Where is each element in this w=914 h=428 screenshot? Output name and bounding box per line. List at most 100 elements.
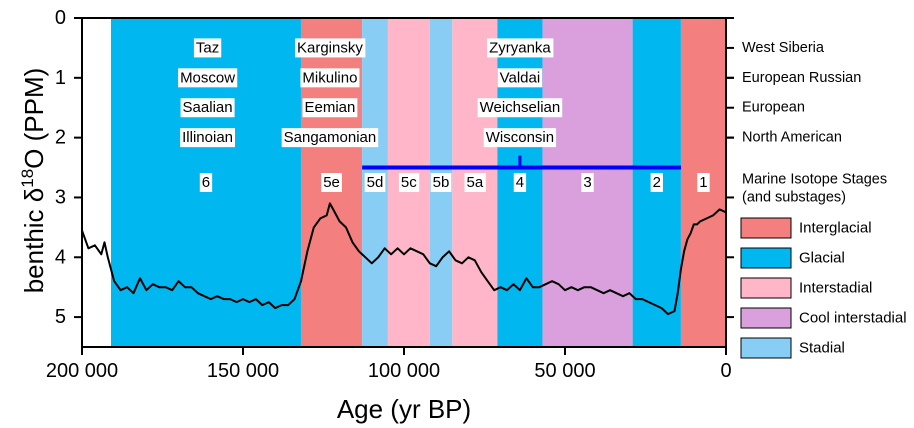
marine-isotope-stage-bar <box>362 155 681 170</box>
stage-name-karginsky: Karginsky <box>297 39 363 56</box>
stage-name-wisconsin-group: Wisconsin <box>483 128 557 148</box>
legend-label-glacial: Glacial <box>799 250 845 267</box>
stage-name-illinoian: Illinoian <box>182 129 233 146</box>
series-line <box>81 202 727 316</box>
legend-label-stadial: Stadial <box>799 340 845 357</box>
right-side-labels: West Siberia European Russian European Nort… <box>742 40 887 206</box>
legend-label-interglacial: Interglacial <box>799 220 872 237</box>
stage-label-5b-bg <box>430 173 452 192</box>
stage-name-mikulino: Mikulino <box>302 69 357 86</box>
legend-label-cool_interstadial: Cool interstadial <box>799 310 907 327</box>
legend-swatch-interglacial <box>740 217 792 239</box>
stage-label-4-bg <box>513 173 527 192</box>
stage-label-1-bg <box>697 173 710 192</box>
stage-label-5d-group: 5d <box>364 173 386 192</box>
stage-label-5b: 5b <box>433 174 450 191</box>
stage-name-moscow-bg <box>178 68 238 88</box>
stage-label-5c-bg <box>398 173 420 192</box>
stage-name-eemian: Eemian <box>305 99 356 116</box>
stage-name-weichselian: Weichselian <box>480 99 561 116</box>
stage-name-wisconsin-bg <box>483 128 557 148</box>
stage-name-valdai: Valdai <box>500 69 541 86</box>
y-axis-title-rest: O (PPM) <box>19 68 49 169</box>
stage-label-5b-group: 5b <box>430 173 452 192</box>
x-tick-label: 100 000 <box>368 360 440 382</box>
stage-label-3-group: 3 <box>581 173 594 192</box>
legend-swatch-glacial <box>740 247 792 269</box>
stage-label-6-bg <box>199 173 213 192</box>
y-tick-label: 4 <box>55 246 66 268</box>
stage-label-5e-group: 5e <box>321 173 342 192</box>
stage-name-sangamonian-bg <box>281 128 379 148</box>
stage-label-4-group: 4 <box>513 173 527 192</box>
right-label: West Siberia <box>742 40 825 56</box>
y-axis-title: benthic δ18O (PPM) <box>18 68 49 294</box>
stage-name-illinoian-bg <box>180 128 236 148</box>
stage-name-sangamonian-group: Sangamonian <box>281 128 379 148</box>
stage-name-zyryanka: Zyryanka <box>489 39 551 56</box>
right-label: Marine Isotope Stages <box>742 172 887 188</box>
legend-label-interstadial: Interstadial <box>799 280 872 297</box>
x-tick-label: 50 000 <box>534 360 595 382</box>
stage-label-2: 2 <box>653 174 661 191</box>
stage-label-6-group: 6 <box>199 173 213 192</box>
x-tick-label: 0 <box>720 360 731 382</box>
stage-name-zyryanka-group: Zyryanka <box>487 38 554 58</box>
stage-label-5e-bg <box>321 173 342 192</box>
right-label: European Russian <box>742 70 861 86</box>
stage-name-valdai-group: Valdai <box>497 68 543 88</box>
stage-name-wisconsin: Wisconsin <box>486 129 554 146</box>
stage-name-taz-bg <box>193 38 222 58</box>
stage-label-2-bg <box>650 173 663 192</box>
stage-name-saalian-group: Saalian <box>180 98 235 118</box>
stage-name-moscow-group: Moscow <box>178 68 238 88</box>
stage-label-5d-bg <box>364 173 386 192</box>
stage-label-4: 4 <box>516 174 524 191</box>
right-label: (and substages) <box>742 189 846 205</box>
legend-swatch-interstadial <box>740 277 792 299</box>
stage-name-zyryanka-bg <box>487 38 554 58</box>
stage-name-karginsky-bg <box>295 38 366 58</box>
stage-name-sangamonian: Sangamonian <box>284 129 377 146</box>
legend-swatch-stadial <box>740 337 792 359</box>
stage-label-2-group: 2 <box>650 173 663 192</box>
stage-label-5a-group: 5a <box>464 173 486 192</box>
stage-label-5c: 5c <box>401 174 417 191</box>
stage-label-1-group: 1 <box>697 173 710 192</box>
right-label: European <box>742 100 805 116</box>
y-axis-title-main: benthic δ <box>19 188 49 294</box>
stage-label-5a: 5a <box>466 174 483 191</box>
stage-name-karginsky-group: Karginsky <box>295 38 366 58</box>
y-tick-label: 5 <box>55 306 66 328</box>
stage-name-eemian-group: Eemian <box>302 98 358 118</box>
stage-name-moscow: Moscow <box>180 69 235 86</box>
stage-name-valdai-bg <box>497 68 543 88</box>
y-tick-label: 2 <box>55 127 66 149</box>
x-axis: 200 000 150 000 100 000 50 000 0 <box>46 347 732 382</box>
stage-label-5c-group: 5c <box>398 173 420 192</box>
stage-label-3: 3 <box>583 174 591 191</box>
stage-label-5a-bg <box>464 173 486 192</box>
stage-name-saalian-bg <box>180 98 235 118</box>
stage-name-mikulino-bg <box>300 68 360 88</box>
regional-stage-names: Taz Moscow Saalian Illinoian Karginsky Mikuli… <box>178 38 563 148</box>
y-tick-label: 0 <box>55 7 66 29</box>
x-tick-label: 200 000 <box>46 360 118 382</box>
stage-name-taz: Taz <box>196 39 219 56</box>
stage-name-eemian-bg <box>302 98 358 118</box>
stage-number-labels: 6 5e 5d 5c 5b 5a 4 3 2 1 <box>199 173 710 192</box>
y-tick-label: 1 <box>55 67 66 89</box>
stage-name-saalian: Saalian <box>183 99 233 116</box>
stage-label-5d: 5d <box>367 174 384 191</box>
right-label: North American <box>742 130 842 146</box>
x-tick-label: 150 000 <box>207 360 279 382</box>
y-axis-title-superscript: 18 <box>18 169 37 188</box>
y-tick-label: 3 <box>55 186 66 208</box>
stage-name-weichselian-bg <box>477 98 563 118</box>
stage-label-1: 1 <box>699 174 707 191</box>
stage-label-3-bg <box>581 173 594 192</box>
stage-label-6: 6 <box>202 174 210 191</box>
legend-swatch-cool_interstadial <box>740 307 792 329</box>
stage-name-taz-group: Taz <box>193 38 222 58</box>
